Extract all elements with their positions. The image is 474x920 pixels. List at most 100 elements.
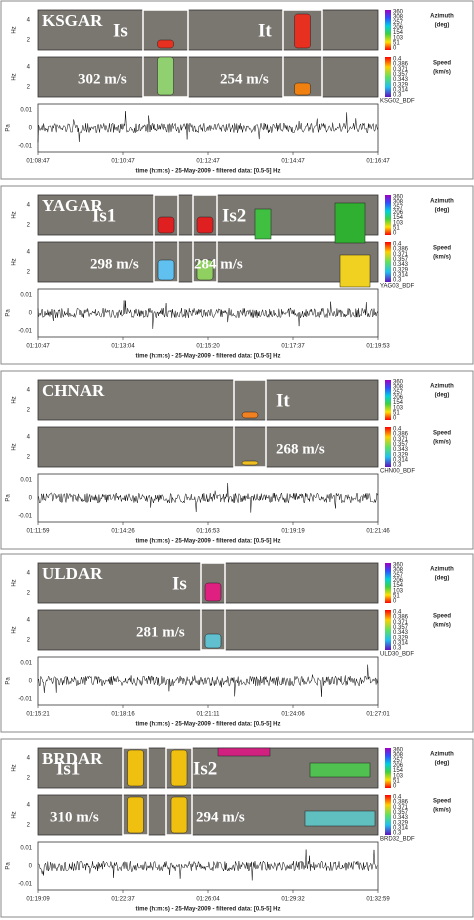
colorbar-title: Speed bbox=[433, 61, 451, 67]
colorbar-tick: 0.4 bbox=[393, 795, 402, 801]
colorbar-tick: 206 bbox=[393, 578, 404, 584]
x-tick-label: 01:10:47 bbox=[111, 159, 135, 165]
channel-label: BRD32_BDF bbox=[380, 837, 415, 843]
colorbar-title: Azimuth bbox=[430, 567, 454, 573]
colorbar-tick: 0.386 bbox=[393, 432, 409, 438]
colorbar bbox=[385, 563, 391, 603]
panel: Hz42360308257206154103510Azimuth(deg)Hz4… bbox=[0, 553, 474, 733]
colorbar-tick: 0.3 bbox=[393, 278, 402, 284]
colorbar-tick: 0.386 bbox=[393, 800, 409, 806]
detection-blob bbox=[339, 254, 371, 288]
y-tick-label: 4 bbox=[27, 756, 31, 762]
x-tick-label: 01:08:47 bbox=[26, 159, 50, 165]
colorbar-tick: 103 bbox=[393, 405, 404, 411]
colorbar-tick: 154 bbox=[393, 583, 404, 589]
y-tick-label: 2 bbox=[27, 270, 31, 276]
colorbar-tick: 51 bbox=[393, 40, 400, 46]
colorbar-tick: 0.314 bbox=[393, 457, 409, 463]
y-tick-label: 0 bbox=[29, 864, 33, 870]
colorbar-tick: 0.357 bbox=[393, 810, 409, 816]
colorbar-tick: 154 bbox=[393, 215, 404, 221]
colorbar-unit: (km/s) bbox=[433, 440, 451, 446]
colorbar-tick: 308 bbox=[393, 568, 404, 574]
colorbar-tick: 0.4 bbox=[393, 242, 402, 248]
station-name: ULDAR bbox=[42, 564, 103, 583]
speed-label: 310 m/s bbox=[50, 809, 99, 825]
y-axis-label: Hz bbox=[12, 26, 18, 33]
colorbar-tick: 257 bbox=[393, 758, 404, 764]
detection-blob bbox=[157, 259, 175, 281]
colorbar bbox=[385, 242, 391, 282]
colorbar-tick: 0.343 bbox=[393, 815, 409, 821]
y-tick-label: 4 bbox=[27, 803, 31, 809]
detection-blob bbox=[196, 259, 214, 281]
colorbar-tick: 0.329 bbox=[393, 82, 409, 88]
phase-label: It bbox=[258, 20, 272, 41]
x-axis-label: time (h:m:s) - 25-May-2009 - filtered da… bbox=[135, 907, 280, 913]
x-tick-label: 01:15:20 bbox=[196, 344, 220, 350]
speed-label: 298 m/s bbox=[90, 256, 139, 272]
detection-blob bbox=[157, 39, 174, 49]
colorbar-tick: 0.371 bbox=[393, 805, 409, 811]
colorbar-tick: 0.3 bbox=[393, 646, 402, 652]
y-tick-label: 2 bbox=[27, 223, 31, 229]
colorbar-title: Speed bbox=[433, 614, 451, 620]
colorbar-tick: 154 bbox=[393, 400, 404, 406]
colorbar-tick: 360 bbox=[393, 563, 404, 569]
colorbar-tick: 0.3 bbox=[393, 831, 402, 837]
x-tick-label: 01:17:37 bbox=[281, 344, 305, 350]
colorbar-tick: 0.329 bbox=[393, 820, 409, 826]
waveform bbox=[37, 300, 378, 329]
detection-blob bbox=[127, 796, 144, 834]
colorbar-tick: 257 bbox=[393, 390, 404, 396]
colorbar-tick: 0.357 bbox=[393, 442, 409, 448]
y-tick-label: 2 bbox=[27, 776, 31, 782]
colorbar-tick: 0.329 bbox=[393, 267, 409, 273]
waveform bbox=[37, 483, 378, 513]
speed-label: 284 m/s bbox=[194, 256, 243, 272]
y-tick-label: 4 bbox=[27, 65, 31, 71]
y-tick-label: 2 bbox=[27, 408, 31, 414]
colorbar-tick: 0.386 bbox=[393, 615, 409, 621]
waveform bbox=[37, 664, 378, 697]
colorbar-tick: 308 bbox=[393, 15, 404, 21]
colorbar-tick: 51 bbox=[393, 778, 400, 784]
colorbar-title: Speed bbox=[433, 799, 451, 805]
detection-blob bbox=[204, 633, 222, 649]
colorbar-title: Azimuth bbox=[430, 384, 454, 390]
y-tick-label: 0.01 bbox=[20, 478, 32, 484]
x-tick-label: 01:13:04 bbox=[111, 344, 135, 350]
x-tick-label: 01:16:53 bbox=[196, 529, 220, 535]
colorbar-tick: 0 bbox=[393, 416, 397, 422]
detection-box bbox=[165, 747, 193, 836]
colorbar bbox=[385, 610, 391, 650]
colorbar bbox=[385, 195, 391, 235]
x-tick-label: 01:11:59 bbox=[27, 529, 51, 535]
speed-label: 294 m/s bbox=[196, 809, 245, 825]
y-tick-label: 4 bbox=[27, 571, 31, 577]
colorbar-unit: (deg) bbox=[435, 393, 450, 399]
colorbar-tick: 0.371 bbox=[393, 67, 409, 73]
phase-label: Is1 bbox=[56, 758, 80, 779]
colorbar-tick: 0.4 bbox=[393, 427, 402, 433]
colorbar-title: Azimuth bbox=[430, 199, 454, 205]
detection-blob bbox=[157, 216, 175, 234]
channel-label: CHN00_BDF bbox=[380, 469, 415, 475]
colorbar-tick: 0 bbox=[393, 231, 397, 237]
speed-label: 268 m/s bbox=[276, 441, 325, 457]
y-axis-label: Pa bbox=[6, 124, 12, 132]
y-tick-label: 4 bbox=[27, 250, 31, 256]
colorbar-tick: 257 bbox=[393, 20, 404, 26]
x-tick-label: 01:10:47 bbox=[26, 344, 50, 350]
colorbar-tick: 103 bbox=[393, 220, 404, 226]
y-axis-label: Pa bbox=[6, 494, 12, 502]
colorbar-tick: 0.3 bbox=[393, 93, 402, 99]
colorbar-tick: 360 bbox=[393, 195, 404, 201]
colorbar-tick: 103 bbox=[393, 588, 404, 594]
colorbar-tick: 0.357 bbox=[393, 257, 409, 263]
detection-blob bbox=[241, 411, 259, 419]
colorbar-unit: (km/s) bbox=[433, 623, 451, 629]
x-tick-label: 01:21:11 bbox=[197, 712, 221, 718]
colorbar-tick: 0.343 bbox=[393, 77, 409, 83]
phase-label: Is2 bbox=[193, 758, 217, 779]
